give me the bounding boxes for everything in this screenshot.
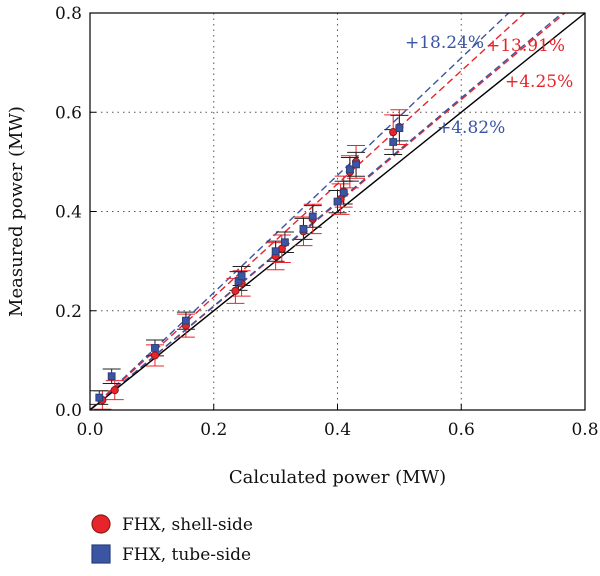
- legend-label-shell: FHX, shell-side: [122, 515, 253, 535]
- point-tube-15: [395, 124, 404, 133]
- x-axis-label: Calculated power (MW): [229, 467, 446, 488]
- point-tube-13: [352, 160, 360, 169]
- point-tube-1: [107, 372, 116, 381]
- legend-marker-tube: [91, 544, 111, 564]
- point-tube-8: [299, 224, 308, 233]
- point-tube-3: [182, 316, 190, 325]
- x-tick-label-3: 0.6: [448, 420, 475, 440]
- point-tube-10: [333, 197, 342, 206]
- point-tube-6: [271, 247, 280, 256]
- y-tick-label-1: 0.2: [55, 302, 82, 322]
- y-tick-label-0: 0.0: [55, 401, 82, 421]
- point-tube-0: [95, 393, 104, 402]
- point-shell-4: [231, 286, 240, 295]
- point-shell-14: [389, 128, 398, 137]
- trend-label-3: +4.82%: [437, 118, 505, 138]
- x-tick-label-4: 0.8: [571, 420, 598, 440]
- trend-label-1: +13.91%: [486, 36, 565, 56]
- trend-line-0: [90, 13, 510, 410]
- point-tube-11: [339, 188, 348, 197]
- plot-area: [90, 13, 585, 410]
- point-tube-7: [281, 238, 289, 247]
- point-tube-5: [237, 272, 246, 280]
- point-tube-14: [389, 138, 398, 146]
- trend-label-0: +18.24%: [405, 33, 484, 53]
- legend: FHX, shell-side FHX, tube-side: [91, 514, 253, 565]
- x-tick-label-0: 0.0: [76, 420, 103, 440]
- x-tick-label-1: 0.2: [200, 420, 227, 440]
- y-tick-label-2: 0.4: [55, 203, 82, 223]
- point-tube-12: [345, 165, 354, 174]
- trend-line-3: [90, 13, 563, 410]
- legend-marker-shell: [91, 514, 111, 534]
- point-tube-2: [151, 344, 159, 352]
- point-shell-1: [110, 386, 119, 395]
- trend-line-1: [90, 13, 526, 410]
- y-tick-label-4: 0.8: [55, 4, 82, 24]
- point-shell-2: [150, 351, 160, 360]
- y-axis-label: Measured power (MW): [6, 106, 27, 317]
- point-tube-9: [308, 212, 317, 221]
- trend-label-2: +4.25%: [505, 72, 573, 92]
- y-tick-label-3: 0.6: [55, 103, 82, 123]
- x-tick-label-2: 0.4: [324, 420, 351, 440]
- legend-label-tube: FHX, tube-side: [122, 545, 251, 565]
